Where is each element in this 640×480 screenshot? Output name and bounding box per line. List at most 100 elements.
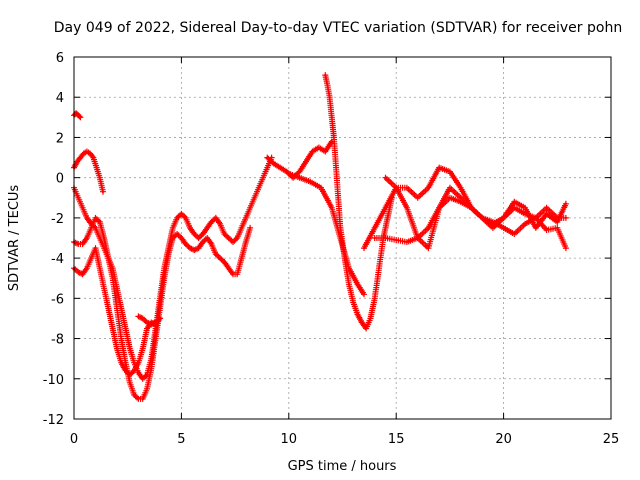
data-point bbox=[175, 232, 179, 236]
chart-title: Day 049 of 2022, Sidereal Day-to-day VTE… bbox=[54, 20, 622, 36]
data-point bbox=[77, 242, 80, 246]
data-point bbox=[145, 327, 149, 330]
data-point bbox=[85, 266, 89, 270]
data-point bbox=[352, 301, 355, 304]
data-point bbox=[101, 190, 105, 193]
y-tick-label: -8 bbox=[51, 333, 64, 348]
data-point bbox=[98, 176, 101, 179]
data-point bbox=[158, 317, 162, 320]
data-point bbox=[480, 216, 484, 220]
data-point bbox=[362, 246, 366, 250]
data-point bbox=[279, 166, 282, 169]
x-tick-label: 5 bbox=[177, 432, 185, 447]
x-tick-label: 20 bbox=[495, 432, 512, 447]
data-point bbox=[231, 273, 235, 276]
data-point bbox=[81, 206, 84, 210]
data-point bbox=[92, 156, 95, 159]
data-point bbox=[137, 361, 140, 364]
x-tick-label: 0 bbox=[70, 432, 78, 447]
data-point bbox=[356, 313, 359, 316]
data-point bbox=[77, 114, 80, 117]
data-point bbox=[214, 216, 217, 220]
data-point bbox=[253, 196, 256, 199]
data-point bbox=[261, 176, 265, 179]
series-arc-8 bbox=[285, 170, 367, 298]
data-point bbox=[416, 196, 419, 199]
data-point bbox=[244, 240, 248, 244]
data-point bbox=[115, 307, 119, 310]
data-point bbox=[427, 246, 430, 250]
data-point bbox=[317, 146, 321, 149]
x-axis-ticks: 0 5 10 15 20 25 bbox=[70, 57, 619, 447]
data-point bbox=[373, 236, 376, 240]
data-point bbox=[564, 202, 568, 206]
data-series bbox=[71, 72, 569, 402]
series-arc-12 bbox=[382, 174, 569, 252]
data-point bbox=[218, 222, 222, 226]
data-point bbox=[111, 277, 114, 280]
data-point bbox=[405, 206, 409, 210]
data-point bbox=[184, 216, 187, 220]
data-point bbox=[77, 270, 80, 274]
data-point bbox=[111, 327, 114, 330]
y-tick-label: 4 bbox=[56, 91, 64, 106]
series-arc-7 bbox=[264, 138, 335, 181]
series-arc-4 bbox=[71, 214, 254, 402]
y-axis-ticks: -12 -10 -8 -6 -4 -2 0 2 4 6 bbox=[43, 51, 611, 428]
data-point bbox=[373, 226, 376, 230]
data-point bbox=[132, 369, 136, 372]
data-point bbox=[556, 220, 559, 224]
data-point bbox=[386, 216, 389, 220]
data-point bbox=[79, 156, 82, 159]
data-point bbox=[534, 216, 538, 220]
data-point bbox=[201, 240, 205, 244]
data-point bbox=[395, 238, 398, 242]
data-point bbox=[523, 222, 527, 226]
data-point bbox=[427, 226, 430, 230]
x-tick-label: 10 bbox=[281, 432, 298, 447]
data-point bbox=[369, 317, 372, 320]
data-point bbox=[128, 373, 132, 376]
data-point bbox=[231, 240, 235, 244]
data-point bbox=[236, 236, 239, 240]
data-point bbox=[132, 393, 136, 397]
data-point bbox=[257, 186, 260, 189]
data-point bbox=[137, 397, 140, 401]
data-point bbox=[98, 236, 101, 240]
data-point bbox=[193, 248, 196, 252]
data-point bbox=[74, 112, 78, 115]
data-point bbox=[184, 242, 187, 246]
data-point bbox=[137, 371, 140, 374]
data-point bbox=[324, 73, 327, 77]
data-point bbox=[94, 216, 97, 220]
y-tick-label: -12 bbox=[43, 413, 64, 428]
series-arc-2 bbox=[71, 148, 106, 195]
data-point bbox=[120, 337, 123, 340]
data-point bbox=[330, 206, 333, 210]
data-point bbox=[459, 196, 462, 199]
data-point bbox=[150, 323, 153, 326]
data-point bbox=[240, 256, 243, 260]
data-point bbox=[437, 206, 441, 210]
data-point bbox=[197, 246, 200, 250]
data-point bbox=[180, 212, 183, 216]
data-point bbox=[79, 116, 82, 119]
data-point bbox=[210, 220, 213, 224]
data-point bbox=[248, 206, 252, 210]
data-point bbox=[502, 226, 505, 230]
data-point bbox=[427, 186, 430, 189]
data-point bbox=[132, 361, 136, 364]
x-tick-label: 15 bbox=[388, 432, 405, 447]
data-point bbox=[502, 216, 505, 220]
data-point bbox=[287, 172, 290, 175]
series-arc-6 bbox=[135, 313, 163, 328]
data-point bbox=[240, 226, 243, 230]
data-point bbox=[171, 236, 175, 240]
data-point bbox=[102, 236, 106, 240]
data-point bbox=[266, 156, 269, 159]
data-point bbox=[81, 242, 84, 246]
data-point bbox=[459, 186, 462, 189]
data-point bbox=[448, 186, 452, 189]
data-point bbox=[343, 256, 346, 260]
data-point bbox=[384, 206, 387, 210]
